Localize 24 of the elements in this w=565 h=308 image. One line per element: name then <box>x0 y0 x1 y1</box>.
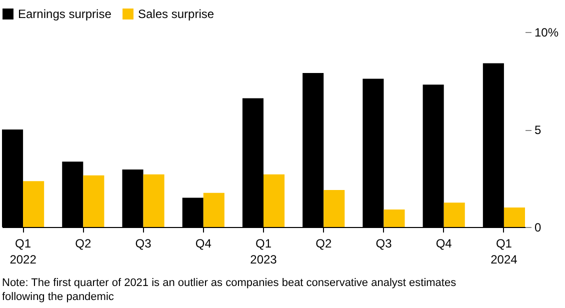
text: Note: The first quarter of 2021 is an outlier as companies beat conservative analyst estimates following the pandemic <box>2 277 457 303</box>
x-tick-label: Q4 <box>436 236 452 250</box>
y-tick-label: 10% <box>534 26 559 40</box>
legend-label: Sales surprise <box>138 7 214 21</box>
y-tick-label: 5 <box>534 123 542 137</box>
bar <box>143 174 164 227</box>
x-tick-label: Q3 <box>135 236 152 250</box>
bar <box>83 175 104 227</box>
x-tick-label: Q3 <box>376 236 392 250</box>
bar <box>444 202 465 227</box>
x-tick-label: Q1 2024 <box>490 236 518 266</box>
x-tick-label: Q2 <box>75 236 92 250</box>
bar <box>264 174 285 227</box>
x-tick-label: Q1 2023 <box>250 236 278 266</box>
bar <box>203 192 224 227</box>
y-tick-label: 0 <box>534 220 542 234</box>
x-tick-label: Q4 <box>195 236 212 250</box>
bar <box>23 181 44 227</box>
x-tick-label: Q2 <box>316 236 332 250</box>
x-tick-label: Q1 2022 <box>10 236 37 266</box>
bar <box>324 190 345 227</box>
bar <box>384 209 405 227</box>
legend-label: Earnings surprise <box>18 7 112 21</box>
bar <box>504 208 525 227</box>
